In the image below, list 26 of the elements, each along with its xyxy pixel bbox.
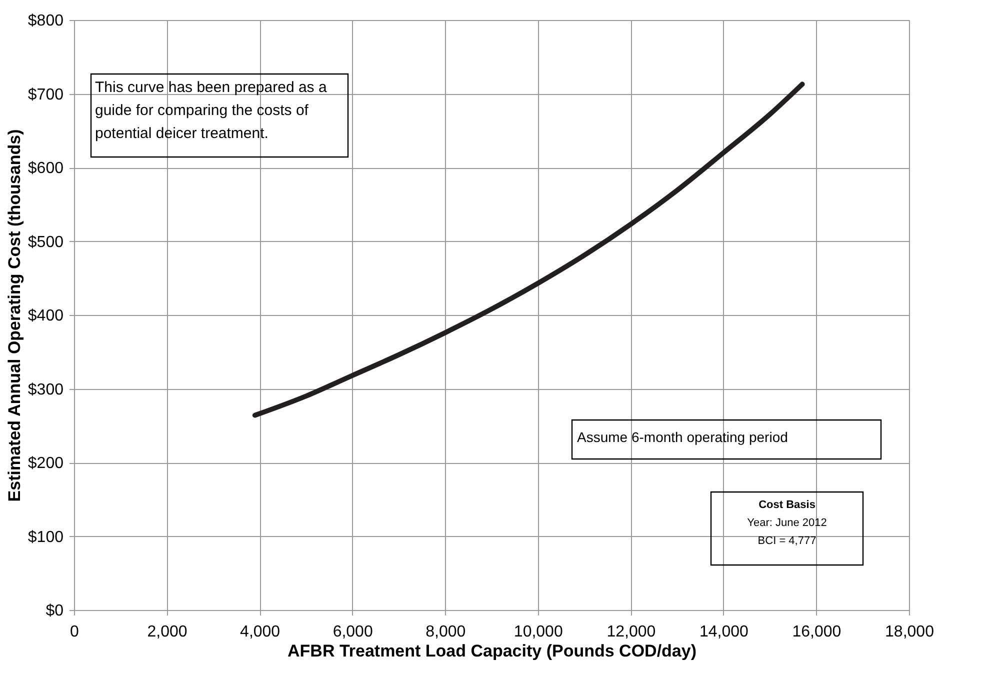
annotation: Year: June 2012: [747, 517, 827, 529]
y-tick-label: $300: [28, 381, 64, 398]
x-tick-label: 18,000: [885, 624, 934, 640]
annotation: Cost Basis: [758, 499, 816, 511]
y-tick-label: $400: [28, 308, 64, 324]
x-tick-label: 2,000: [147, 624, 188, 640]
y-tick-label: $200: [28, 455, 64, 472]
y-tick-label: $100: [28, 528, 64, 546]
y-axis-title: Estimated Annual Operating Cost (thousands): [4, 129, 24, 502]
annotation: This curve has been prepared as a guide for comparing the costs of potential deicer treatment.: [95, 79, 328, 142]
x-tick-label: 14,000: [699, 624, 749, 640]
x-axis-title: AFBR Treatment Load Capacity (Pounds COD/day): [288, 642, 696, 660]
x-tick-label: 8,000: [426, 624, 466, 640]
annotation: Assume 6-month operating period: [577, 429, 788, 445]
annotation: BCI = 4,777: [758, 535, 816, 547]
y-tick-label: $500: [28, 234, 64, 251]
x-tick-label: 16,000: [792, 624, 842, 640]
x-tick-label: 0: [70, 624, 80, 640]
y-tick-label: $600: [28, 160, 64, 177]
x-tick-label: 10,000: [514, 624, 563, 640]
x-tick-label: 12,000: [606, 624, 656, 640]
y-tick-label: $0: [46, 602, 64, 620]
y-tick-label: $800: [28, 12, 64, 30]
x-tick-label: 4,000: [240, 624, 280, 640]
x-tick-label: 6,000: [332, 624, 373, 640]
y-tick-label: $700: [28, 86, 64, 104]
